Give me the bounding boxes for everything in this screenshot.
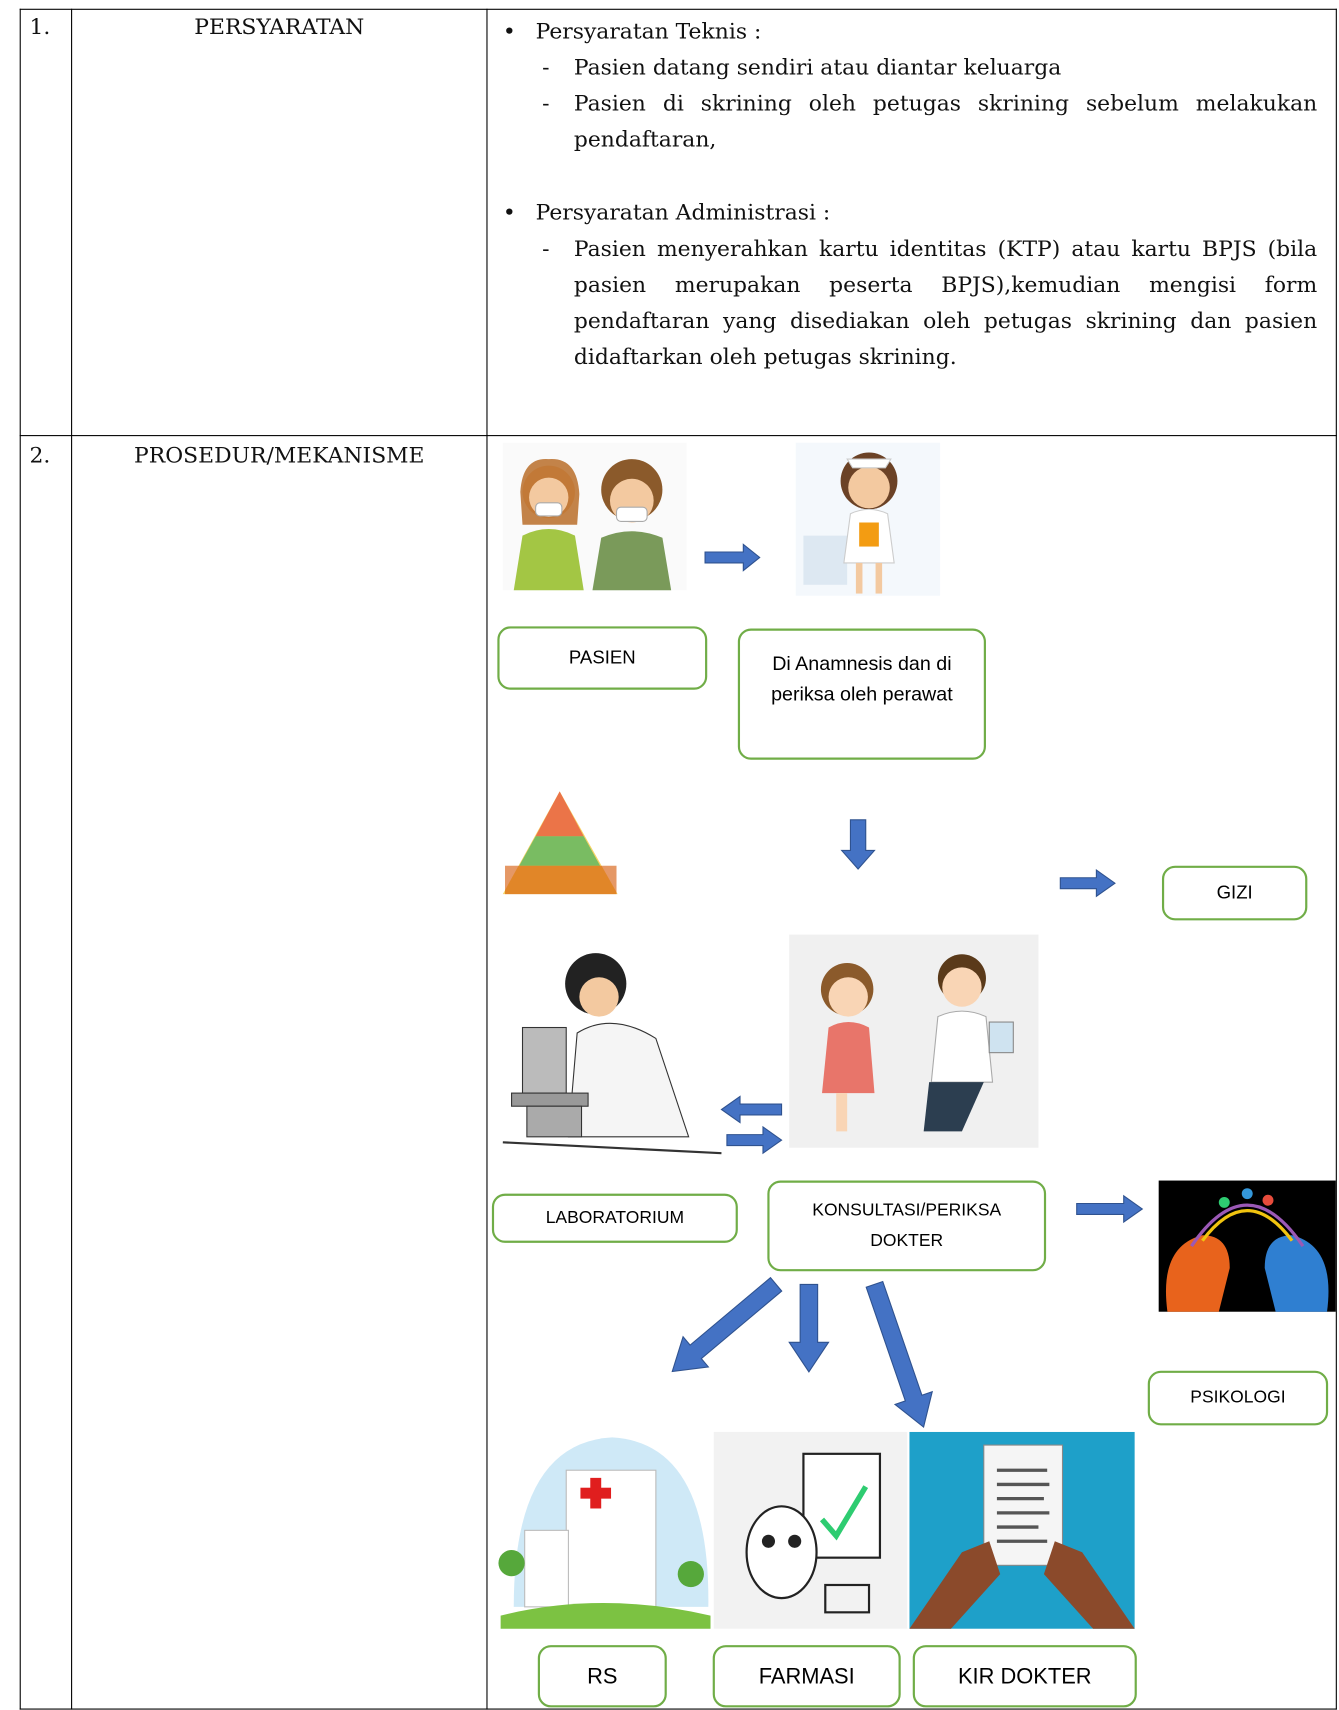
patients-image: [502, 442, 687, 591]
column-divider: [71, 8, 73, 1710]
list-item: Pasien di skrining oleh petugas skrining…: [542, 85, 1317, 157]
hospital-image: [497, 1431, 711, 1629]
doctor-image: [789, 934, 1039, 1148]
section-heading: Persyaratan Administrasi :: [503, 195, 830, 231]
section-heading: Persyaratan Teknis :: [503, 13, 761, 49]
flow-box: KONSULTASI/PERIKSA DOKTER: [767, 1180, 1047, 1272]
flow-box: KIR DOKTER: [912, 1645, 1137, 1708]
flow-box: RS: [537, 1645, 667, 1708]
table-border: [1335, 8, 1337, 1710]
table-border: [19, 1708, 1337, 1710]
flow-box: FARMASI: [712, 1645, 901, 1708]
row-title: PROSEDUR/MEKANISME: [134, 441, 425, 468]
flow-box: PASIEN: [497, 626, 708, 690]
food-pyramid-image: [502, 791, 618, 895]
flow-arrows: [671, 543, 1144, 1428]
flow-box: LABORATORIUM: [491, 1193, 738, 1243]
row-number: 1.: [29, 13, 51, 40]
pharmacy-image: [713, 1431, 908, 1629]
list-item: Pasien datang sendiri atau diantar kelua…: [542, 49, 1317, 85]
row-number: 2.: [29, 441, 51, 468]
row-title: PERSYARATAN: [194, 13, 365, 40]
psychology-image: [1158, 1180, 1336, 1312]
laboratory-image: [491, 934, 722, 1155]
table-border: [19, 8, 1337, 10]
flow-box: PSIKOLOGI: [1147, 1370, 1329, 1426]
row-divider: [19, 435, 1337, 437]
certificate-image: [909, 1431, 1135, 1629]
flow-box: Di Anamnesis dan di periksa oleh perawat: [737, 628, 986, 760]
list-item: Pasien menyerahkan kartu identitas (KTP)…: [542, 231, 1317, 375]
nurse-image: [795, 442, 941, 596]
flow-box: GIZI: [1161, 865, 1308, 921]
column-divider: [486, 8, 488, 1710]
table-border: [19, 8, 21, 1710]
